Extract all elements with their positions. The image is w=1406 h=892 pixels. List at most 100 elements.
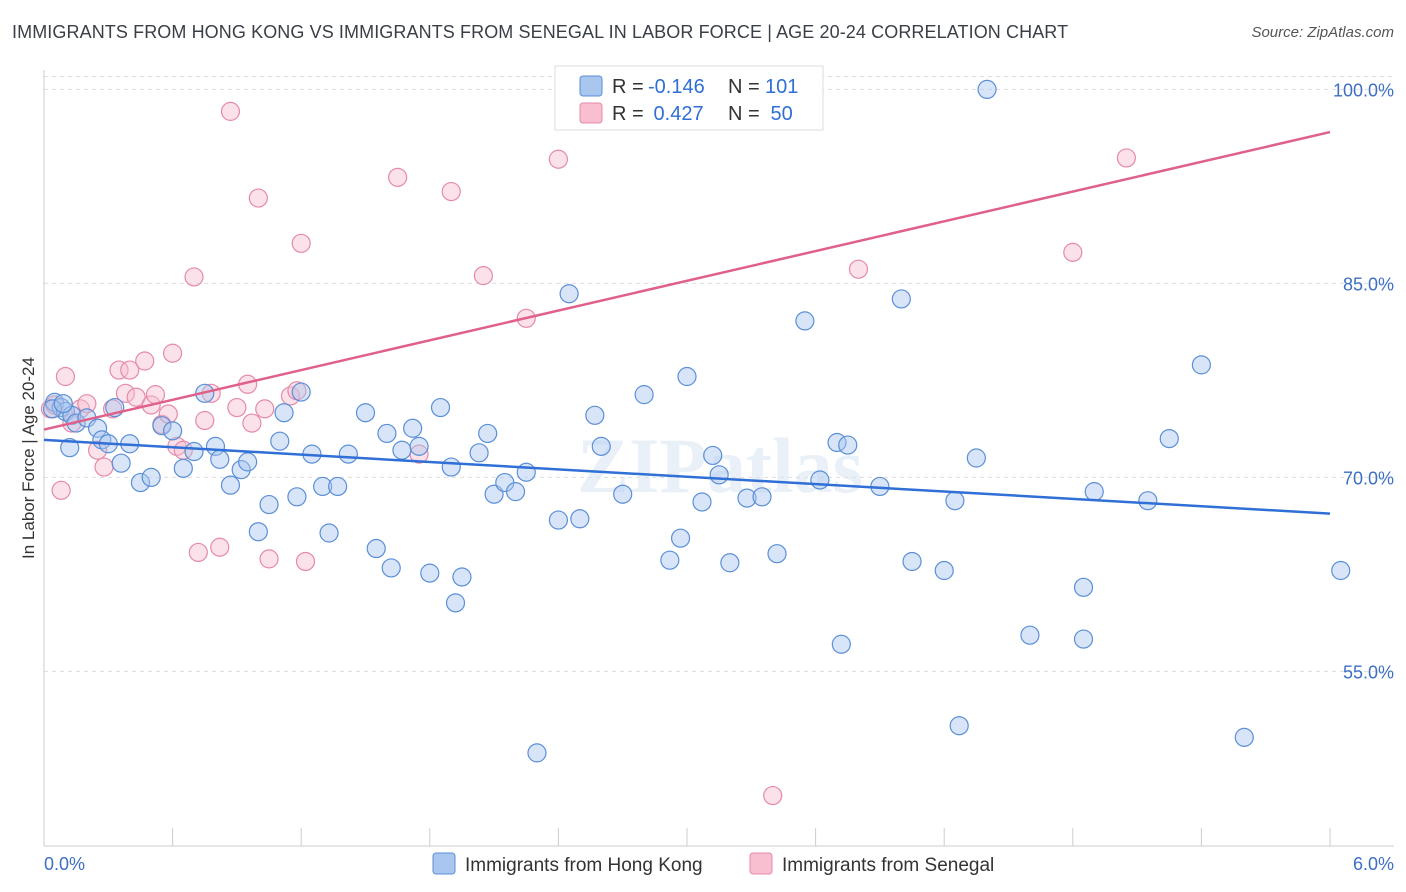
hongkong-point xyxy=(591,436,611,456)
hongkong-point xyxy=(703,445,723,466)
hongkong-point xyxy=(381,558,401,578)
senegal-point xyxy=(163,343,183,363)
hongkong-point xyxy=(173,458,193,478)
senegal-point xyxy=(145,385,166,405)
x-tick-label-max: 6.0% xyxy=(1353,854,1394,874)
hongkong-point xyxy=(403,418,423,438)
hongkong-point xyxy=(1020,625,1040,645)
hongkong-point xyxy=(891,289,911,309)
y-tick-labels: 100.0% 85.0% 70.0% 55.0% xyxy=(1333,80,1394,682)
senegal-point xyxy=(259,549,279,569)
hongkong-point xyxy=(420,563,440,583)
hongkong-point xyxy=(130,472,151,493)
senegal-point xyxy=(1063,242,1083,262)
hongkong-point xyxy=(430,397,451,418)
hongkong-point xyxy=(445,593,466,613)
senegal-point xyxy=(763,785,783,806)
hongkong-point xyxy=(42,399,63,419)
hongkong-point xyxy=(291,382,311,402)
hongkong-point xyxy=(831,634,851,654)
y-tick-label: 85.0% xyxy=(1343,274,1394,294)
hongkong-point xyxy=(220,475,241,495)
bottom-legend-swatch-pink xyxy=(749,852,773,875)
hongkong-point xyxy=(677,366,697,387)
hongkong-point xyxy=(810,470,830,490)
hongkong-point xyxy=(377,423,397,444)
x-ticks xyxy=(43,828,1331,846)
hongkong-point xyxy=(977,79,997,100)
hongkong-point xyxy=(60,438,80,458)
x-tick-label-min: 0.0% xyxy=(44,854,85,874)
legend-n-value-blue: 101 xyxy=(765,76,798,98)
hongkong-point xyxy=(902,551,922,572)
hongkong-point xyxy=(660,550,680,570)
hongkong-point xyxy=(319,523,339,543)
hongkong-point xyxy=(141,467,161,487)
hongkong-point xyxy=(231,460,251,480)
legend-r-value-blue: -0.146 xyxy=(648,76,705,98)
hongkong-point xyxy=(1159,429,1179,449)
legend-r-value-pink: 0.427 xyxy=(648,103,704,125)
hongkong-point xyxy=(949,716,969,736)
series-senegal-points xyxy=(40,82,1136,806)
hongkong-point xyxy=(752,487,772,507)
senegal-point xyxy=(295,551,316,572)
legend-swatch-pink xyxy=(579,102,603,124)
hongkong-point xyxy=(478,423,498,444)
hongkong-point xyxy=(795,311,815,331)
hongkong-point xyxy=(338,444,358,464)
hongkong-point xyxy=(934,560,954,581)
senegal-point xyxy=(94,457,114,477)
senegal-point xyxy=(441,181,461,202)
y-axis-title: In Labor Force | Age 20-24 xyxy=(19,357,38,559)
legend-r-label-blue: R = xyxy=(612,76,644,98)
hongkong-point xyxy=(559,284,579,304)
trend-lines xyxy=(43,130,1331,515)
senegal-point xyxy=(184,267,204,287)
hongkong-point xyxy=(238,452,258,472)
source-label: Source: ZipAtlas.com xyxy=(1251,24,1394,41)
senegal-point xyxy=(227,397,247,418)
hongkong-point xyxy=(1191,355,1212,375)
y-tick-label: 70.0% xyxy=(1343,468,1394,488)
hongkong-point xyxy=(392,440,412,460)
hongkong-point xyxy=(441,457,461,477)
legend-r-label-pink: R = xyxy=(612,103,644,125)
senegal-point xyxy=(548,149,569,169)
series-legend: Immigrants from Hong Kong Immigrants fro… xyxy=(432,852,994,876)
bottom-legend-swatch-blue xyxy=(432,852,456,875)
senegal-point xyxy=(255,399,275,419)
hongkong-point xyxy=(355,403,376,423)
series-hongkong-points xyxy=(42,79,1351,763)
hongkong-point xyxy=(692,492,712,512)
senegal-point xyxy=(388,167,408,187)
legend-swatch-blue xyxy=(579,75,603,97)
hongkong-point xyxy=(409,436,429,456)
hongkong-point xyxy=(1331,560,1351,581)
senegal-point xyxy=(109,360,129,380)
senegal-point xyxy=(195,410,215,431)
hongkong-point xyxy=(270,431,290,451)
hongkong-point xyxy=(720,553,740,573)
hongkong-point xyxy=(1073,577,1094,597)
hongkong-point xyxy=(1234,727,1254,747)
senegal-point xyxy=(120,360,140,380)
hongkong-point xyxy=(737,488,757,508)
hongkong-point xyxy=(527,743,547,763)
hongkong-point xyxy=(945,491,965,511)
senegal-point xyxy=(51,480,71,500)
y-tick-label: 55.0% xyxy=(1343,662,1394,682)
hongkong-point xyxy=(767,544,787,564)
hongkong-point xyxy=(966,448,986,468)
hongkong-point xyxy=(313,476,333,497)
hongkong-point xyxy=(287,487,307,507)
hongkong-point xyxy=(184,441,204,462)
hongkong-point xyxy=(111,453,131,473)
senegal-point xyxy=(135,351,155,371)
hongkong-trend-line xyxy=(43,438,1331,515)
senegal-point xyxy=(848,259,869,279)
gridlines xyxy=(44,75,1394,672)
senegal-point xyxy=(126,387,146,407)
senegal-point xyxy=(1116,148,1136,168)
hongkong-point xyxy=(585,405,605,425)
